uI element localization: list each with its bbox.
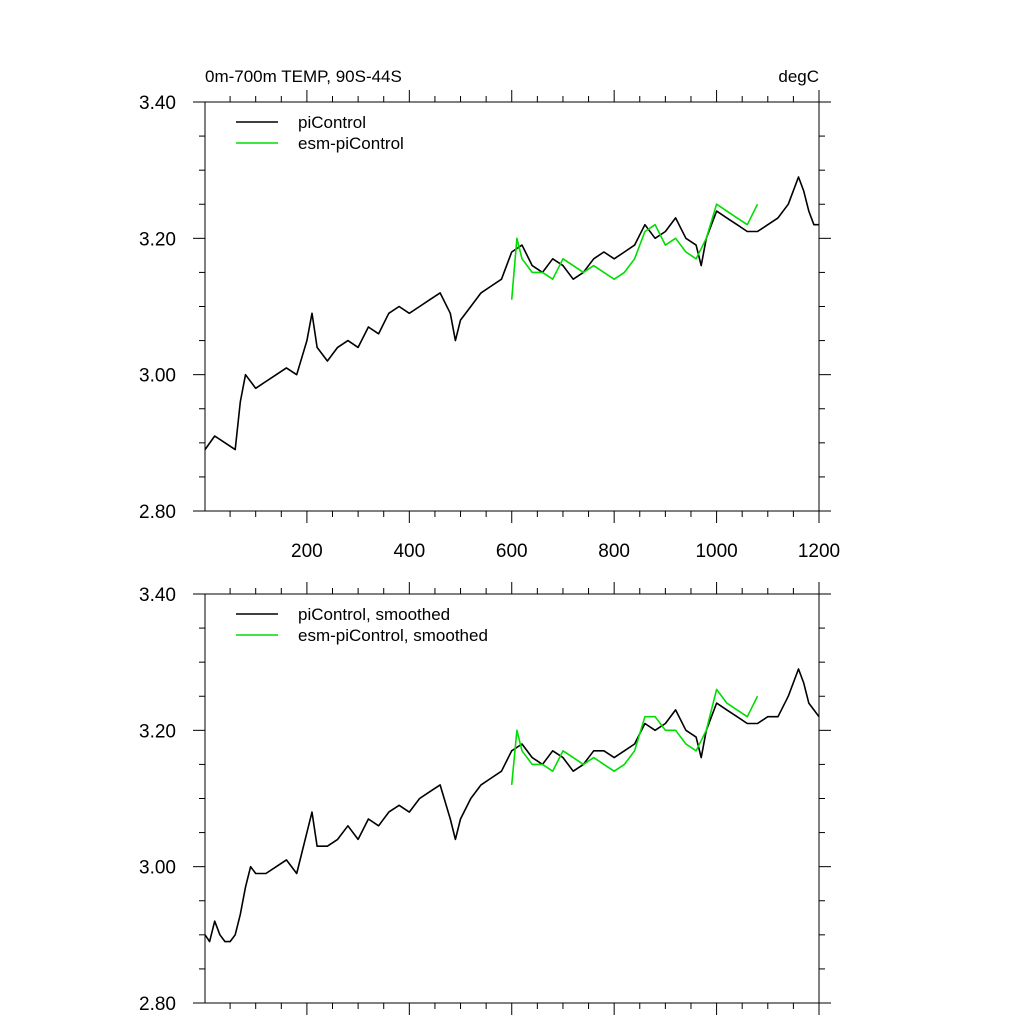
x-tick-label: 200 xyxy=(291,541,323,562)
legend-label-1: piControl, smoothed xyxy=(298,605,450,624)
y-tick-label: 3.20 xyxy=(139,229,176,250)
series-line-1 xyxy=(204,176,819,451)
units-label: degC xyxy=(778,67,819,86)
legend-label-2: esm-piControl, smoothed xyxy=(298,626,488,645)
x-tick-label: 600 xyxy=(496,541,528,562)
y-tick-label: 3.00 xyxy=(139,366,176,387)
legend-label-2: esm-piControl xyxy=(298,134,404,153)
chart-panel-2: 2.80 3.00 3.20 3.40 piControl, smoothed esm-p… xyxy=(139,582,831,1015)
series-line-1 xyxy=(204,668,820,943)
y-tick-label: 2.80 xyxy=(139,994,176,1015)
y-tick-label: 2.80 xyxy=(139,502,176,523)
x-tick-label: 800 xyxy=(598,541,630,562)
x-tick-label: 400 xyxy=(393,541,425,562)
plot-frame xyxy=(204,101,820,512)
y-tick-label: 3.00 xyxy=(139,858,176,879)
chart-panel-1: 2.80 3.00 3.20 3.40 200 400 600 800 1000 1200 0m-7… xyxy=(139,67,840,562)
x-tick-label: 1000 xyxy=(695,541,737,562)
legend-label-1: piControl xyxy=(298,113,366,132)
series-line-2 xyxy=(510,688,759,785)
y-tick-label: 3.20 xyxy=(139,721,176,742)
y-tick-label: 3.40 xyxy=(139,93,176,114)
series-line-2 xyxy=(510,203,759,300)
y-tick-label: 3.40 xyxy=(139,585,176,606)
plot-frame xyxy=(204,593,820,1004)
chart-title: 0m-700m TEMP, 90S-44S xyxy=(205,67,402,86)
x-tick-label: 1200 xyxy=(798,541,840,562)
